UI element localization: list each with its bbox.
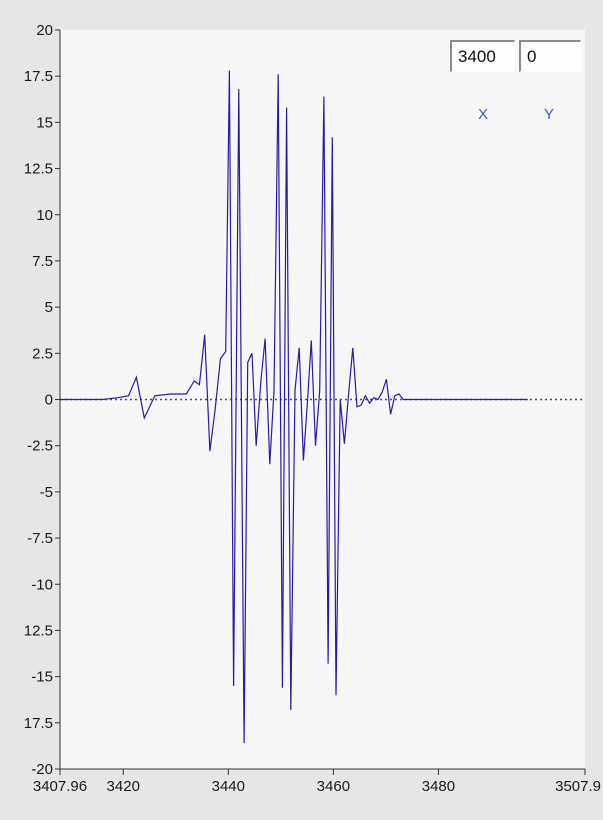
y-tick-label: 20 bbox=[36, 22, 53, 39]
y-axis: 20 17.5 15 12.5 10 7.5 5 2.5 0 -2.5 -5 -7.5 -10 12.5 -… bbox=[24, 22, 60, 778]
x-tick-label: 3420 bbox=[107, 778, 140, 795]
x-tick-label: 3480 bbox=[422, 778, 455, 795]
y-tick-label: -10 bbox=[31, 576, 53, 593]
y-tick-label: 0 bbox=[45, 392, 53, 409]
signal-series-line bbox=[60, 70, 528, 744]
y-tick-label: -7.5 bbox=[27, 530, 53, 547]
y-tick-label: 7.5 bbox=[32, 253, 53, 270]
x-readout-value: 3400 bbox=[458, 47, 496, 66]
x-tick-label: 3440 bbox=[212, 778, 245, 795]
y-tick-label: 12.5 bbox=[24, 161, 53, 178]
y-readout-value: 0 bbox=[527, 47, 537, 66]
y-tick-label: -20 bbox=[31, 761, 53, 778]
x-tick-label: 3460 bbox=[317, 778, 350, 795]
y-readout-label: Y bbox=[544, 106, 555, 123]
x-readout-label: X bbox=[478, 106, 489, 123]
y-tick-label: 5 bbox=[45, 299, 53, 316]
x-tick-label: 3407.96 bbox=[33, 778, 87, 795]
y-tick-label: 2.5 bbox=[32, 345, 53, 362]
y-readout-field[interactable]: 0 bbox=[519, 40, 581, 72]
y-tick-label: -15 bbox=[31, 669, 53, 686]
y-tick-label: -2.5 bbox=[27, 438, 53, 455]
y-tick-label: 17.5 bbox=[24, 68, 53, 85]
y-tick-label: 12.5 bbox=[24, 622, 53, 639]
x-axis: 3407.96 3420 3440 3460 3480 3507.9 bbox=[33, 769, 601, 795]
y-tick-label: 17.5 bbox=[24, 715, 53, 732]
x-tick-label: 3507.9 bbox=[555, 778, 601, 795]
y-tick-label: 15 bbox=[36, 114, 53, 131]
y-tick-label: -5 bbox=[40, 484, 53, 501]
y-tick-label: 10 bbox=[36, 207, 53, 224]
x-readout-field[interactable]: 3400 bbox=[450, 40, 515, 72]
